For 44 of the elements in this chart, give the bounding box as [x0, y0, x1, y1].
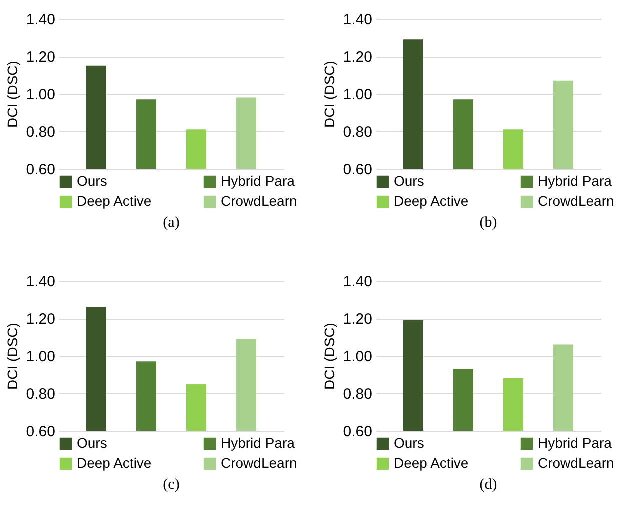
y-tick-label: 1.40 — [343, 274, 372, 290]
y-tick-label: 1.20 — [26, 311, 56, 328]
legend-label: Ours — [77, 435, 108, 451]
y-tick-label: 0.80 — [343, 386, 372, 403]
legend-label: Ours — [394, 173, 424, 189]
legend-label: CrowdLearn — [538, 455, 614, 471]
text: (d) — [480, 477, 498, 493]
y-tick-label: 0.80 — [26, 386, 56, 403]
legend-label: Hybrid Para — [221, 435, 296, 451]
legend-label: Deep Active — [77, 193, 152, 209]
y-tick-label: 1.20 — [343, 311, 372, 328]
legend-label: Deep Active — [394, 455, 469, 471]
y-tick-label: 0.60 — [343, 162, 372, 178]
y-tick-label: 1.00 — [343, 348, 372, 366]
y-tick-label: 0.60 — [343, 424, 372, 440]
legend-label: CrowdLearn — [538, 193, 614, 209]
y-tick-label: 0.80 — [343, 124, 372, 141]
y-axis-title: DCI (DSC) — [321, 61, 338, 128]
text: (a) — [163, 215, 180, 231]
y-tick-label: 0.60 — [26, 424, 56, 440]
y-tick-label: 1.00 — [26, 348, 56, 366]
legend-label: Hybrid Para — [221, 173, 296, 189]
y-tick-label: 1.00 — [343, 86, 372, 104]
legend-label: Hybrid Para — [538, 435, 612, 451]
y-tick-label: 1.00 — [26, 86, 56, 104]
y-tick-label: 0.80 — [26, 124, 56, 141]
legend-label: CrowdLearn — [221, 455, 298, 471]
y-tick-label: 1.20 — [26, 49, 56, 66]
legend-label: Hybrid Para — [538, 173, 612, 189]
y-axis-title: DCI (DSC) — [4, 61, 20, 128]
legend-label: CrowdLearn — [221, 193, 298, 209]
y-axis-title: DCI (DSC) — [321, 323, 338, 390]
y-tick-label: 1.20 — [343, 49, 372, 66]
y-axis-title: DCI (DSC) — [4, 323, 20, 390]
text: (b) — [480, 215, 498, 231]
legend-label: Deep Active — [394, 193, 469, 209]
y-tick-label: 0.60 — [26, 162, 56, 178]
y-tick-label: 1.40 — [26, 12, 56, 28]
text: (c) — [163, 477, 180, 493]
legend-label: Ours — [77, 173, 108, 189]
legend-label: Ours — [394, 435, 424, 451]
y-tick-label: 1.40 — [26, 274, 56, 290]
y-tick-label: 1.40 — [343, 12, 372, 28]
legend-label: Deep Active — [77, 455, 152, 471]
